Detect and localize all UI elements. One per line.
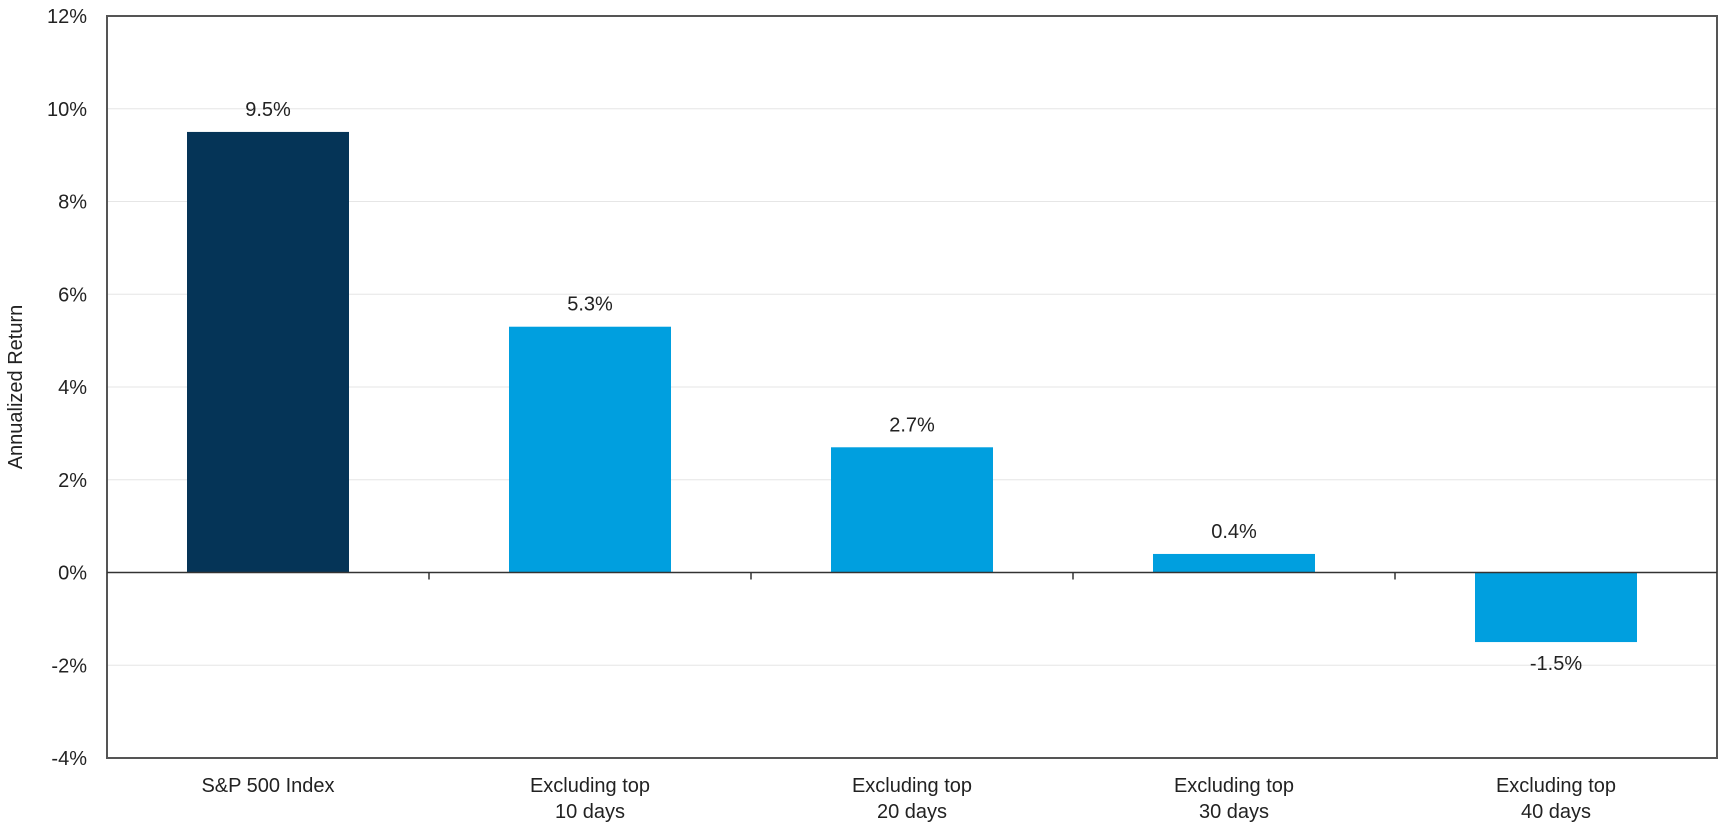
x-tick-label: 20 days [877,801,947,823]
x-tick-label: Excluding top [852,775,972,797]
bar [187,131,349,573]
y-tick-label: 8% [58,192,87,214]
x-tick-label: Excluding top [1496,775,1616,797]
y-tick-label: 4% [58,377,87,399]
y-tick-label: 10% [47,99,87,121]
y-tick-label: 12% [47,6,87,28]
bar-value-label: -1.5% [1530,653,1582,675]
bar [1153,553,1315,573]
x-tick-label: S&P 500 Index [201,775,334,797]
labels: 12% 10% 8% 6% 4% 2% 0% -2% -4% 9.5% S&P 500 Index 5… [47,6,1616,823]
bar [509,326,671,573]
bar [1475,572,1637,643]
axes [106,15,1718,759]
y-tick-label: 2% [58,470,87,492]
y-tick-label: -2% [51,655,87,677]
y-tick-label: -4% [51,748,87,770]
bar-value-label: 2.7% [889,414,935,436]
bar-value-label: 0.4% [1211,521,1257,543]
x-tick-label: Excluding top [1174,775,1294,797]
x-tick-label: 40 days [1521,801,1591,823]
y-tick-label: 6% [58,284,87,306]
bars [187,131,1637,643]
bar [831,447,993,573]
plot-frame [106,15,1718,759]
bar-value-label: 5.3% [567,294,613,316]
y-axis-title: Annualized Return [5,305,27,470]
y-tick-label: 0% [58,563,87,585]
bar-value-label: 9.5% [245,99,291,121]
x-tick-label: Excluding top [530,775,650,797]
x-tick-label: 30 days [1199,801,1269,823]
x-tick-label: 10 days [555,801,625,823]
